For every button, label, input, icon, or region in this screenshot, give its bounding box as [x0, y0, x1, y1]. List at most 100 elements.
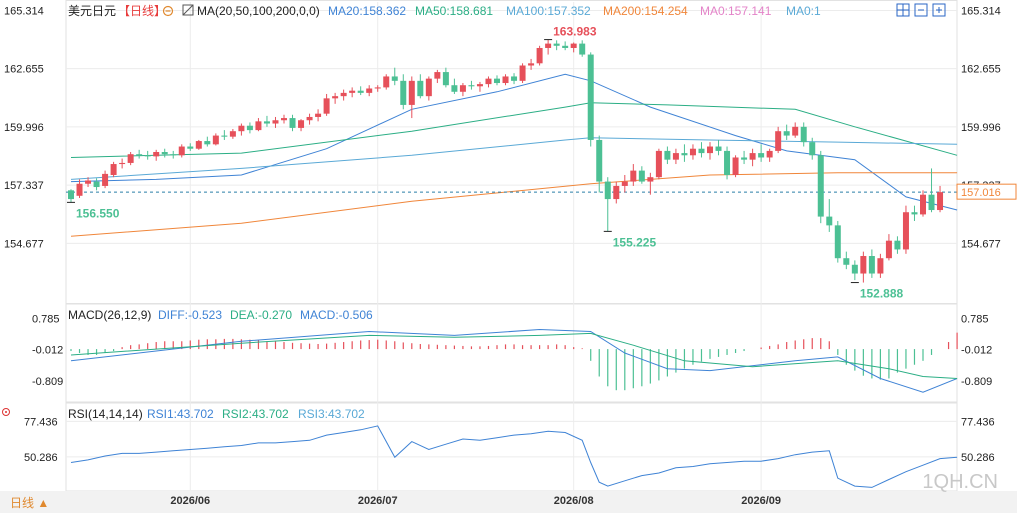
rsi2-legend: RSI2:43.702 — [222, 407, 289, 421]
candle-body — [545, 43, 552, 48]
candle-body — [920, 194, 926, 215]
candle-body — [596, 139, 603, 182]
extreme-label: 152.888 — [860, 287, 904, 301]
candle-body — [758, 153, 765, 158]
candle-body — [672, 153, 679, 160]
price-tick-right: 154.677 — [961, 238, 1001, 250]
candle-body — [792, 126, 799, 136]
candle-body — [732, 157, 739, 175]
price-tick-left: 154.677 — [4, 238, 44, 250]
candle-body — [323, 98, 330, 114]
crosshair-toggle-icon[interactable] — [896, 3, 910, 17]
macd-panel-frame — [65, 303, 958, 403]
candle-body — [425, 78, 432, 97]
period-label[interactable]: 【日线】 — [118, 4, 166, 18]
candle-body — [638, 170, 645, 182]
candle-body — [664, 150, 671, 160]
candle-body — [221, 135, 228, 137]
rsi1-legend: RSI1:43.702 — [147, 407, 214, 421]
macd-tick-right: -0.809 — [961, 376, 992, 388]
candle-body — [655, 150, 662, 178]
candle-body — [494, 78, 500, 84]
candle-body — [391, 76, 398, 81]
candle-body — [255, 121, 262, 131]
candle-body — [238, 125, 245, 132]
price-tick-right: 162.655 — [961, 64, 1001, 76]
candle-body — [570, 43, 577, 48]
ma20-line — [70, 73, 958, 211]
candle-body — [707, 146, 713, 154]
ma100-line — [70, 137, 958, 180]
dea-line — [70, 332, 958, 379]
ma20-legend: MA20:158.362 — [328, 4, 406, 18]
indicator-edit-icon[interactable] — [182, 4, 194, 16]
candle-body — [315, 113, 322, 117]
candle-body — [144, 155, 151, 157]
price-tick-right: 165.314 — [961, 5, 1001, 17]
candle-body — [408, 80, 415, 105]
extreme-label: 155.225 — [613, 235, 657, 249]
candle-body — [553, 43, 560, 46]
candle-body — [434, 72, 441, 79]
candle-body — [417, 80, 424, 97]
candle-body — [383, 76, 390, 88]
candle-body — [630, 170, 637, 182]
candle-body — [724, 150, 731, 175]
candle-body — [153, 152, 160, 157]
candle-body — [366, 88, 373, 93]
candle-body — [281, 118, 287, 121]
price-tick-right: 159.996 — [961, 122, 1001, 134]
candle-body — [76, 183, 83, 196]
candle-body — [485, 78, 492, 85]
candle-body — [127, 154, 134, 163]
candle-body — [263, 121, 270, 124]
rsi-line — [70, 425, 958, 488]
candle-body — [476, 84, 483, 87]
candle-body — [349, 90, 356, 93]
candle-body — [775, 131, 782, 151]
candle-body — [689, 148, 696, 156]
zoom-in-icon[interactable] — [932, 3, 946, 17]
candle-body — [170, 154, 177, 156]
candle-body — [937, 192, 944, 211]
date-tick: 2026/08 — [554, 495, 594, 507]
drag-handle-icon[interactable] — [2, 408, 10, 416]
candle-body — [894, 240, 901, 250]
period-selector[interactable]: 日线 ▲ — [10, 496, 49, 510]
zoom-out-icon[interactable] — [914, 3, 928, 17]
macd-tick-right: -0.012 — [961, 345, 992, 357]
ma100-legend: MA100:157.352 — [506, 4, 591, 18]
macd-diff-legend: DIFF:-0.523 — [158, 308, 222, 322]
candle-body — [834, 225, 841, 259]
date-axis-bar — [0, 491, 1017, 513]
candle-body — [511, 76, 518, 81]
last-price-box — [956, 183, 1017, 200]
ma0-count-legend: MA0:1 — [786, 4, 821, 18]
candle-body — [783, 131, 790, 136]
candle-body — [93, 181, 100, 188]
symbol-name: 美元日元 — [68, 4, 116, 18]
last-price-label: 157.016 — [961, 187, 1001, 199]
macd-tick-left: -0.012 — [32, 345, 63, 357]
candle-body — [715, 146, 722, 151]
candle-body — [357, 90, 364, 93]
settings-icon[interactable] — [162, 5, 174, 17]
macd-tick-left: -0.809 — [32, 376, 63, 388]
candle-body — [502, 76, 509, 84]
candle-body — [604, 181, 611, 200]
candle-body — [459, 85, 466, 92]
ma0-legend: MA0:157.141 — [700, 4, 772, 18]
diff-line — [70, 328, 958, 393]
candle-body — [885, 240, 892, 259]
candle-body — [340, 92, 347, 97]
candle-body — [178, 146, 185, 156]
candle-body — [741, 157, 748, 160]
candle-body — [212, 135, 219, 145]
candle-body — [298, 120, 305, 128]
candle-body — [536, 47, 543, 64]
main-panel-frame — [65, 0, 958, 304]
candle-body — [911, 212, 918, 215]
candle-body — [826, 216, 833, 226]
candle-body — [229, 131, 236, 137]
